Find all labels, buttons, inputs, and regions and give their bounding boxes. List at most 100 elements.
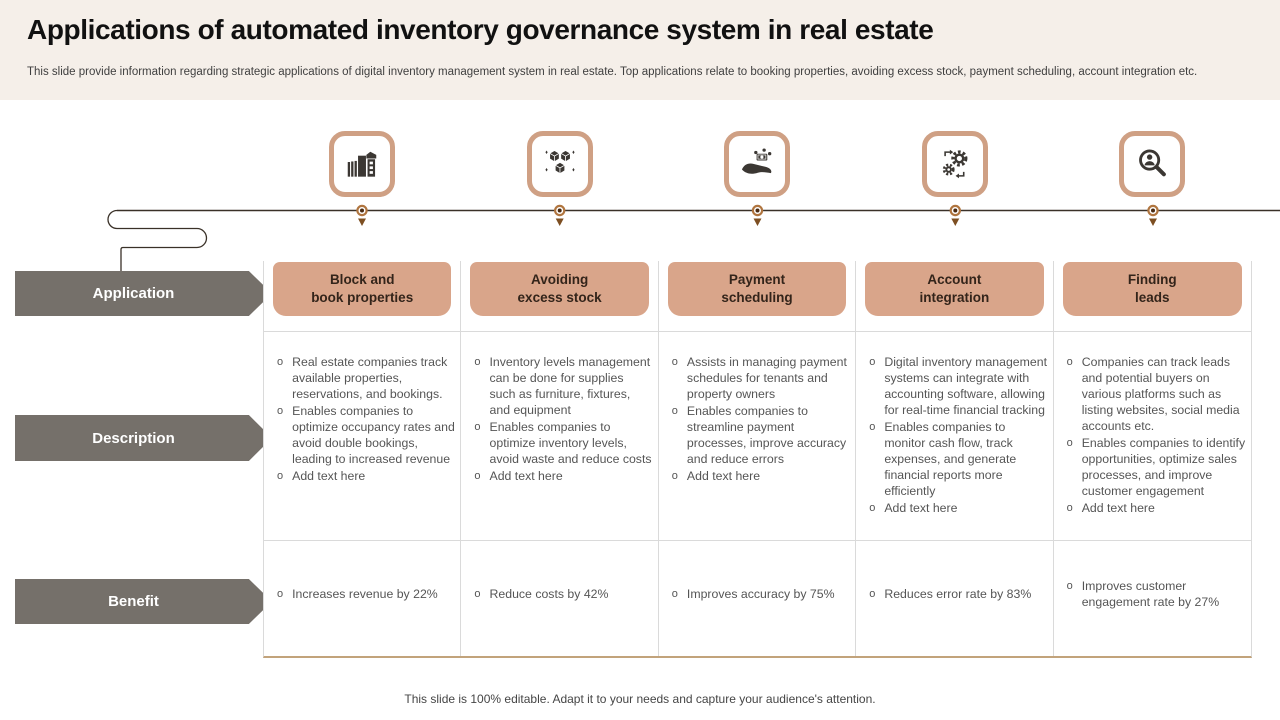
list-item: o Enables companies to identify opportuni… [1067, 436, 1246, 500]
add-text-placeholder[interactable]: Add text here [884, 500, 958, 515]
description-text: Inventory levels management can be done … [489, 355, 651, 417]
list-item: o Real estate companies track available p… [277, 355, 455, 403]
header-cell: Account integration [856, 261, 1054, 332]
page-subtitle: This slide provide information regarding… [27, 66, 1198, 78]
description-text: Enables companies to identify opportunit… [1081, 435, 1246, 498]
description-text: Enables companies to monitor cash flow, … [884, 419, 1017, 498]
list-item: o Enables companies to monitor cash flow,… [869, 420, 1047, 500]
bullet-icon: o [1066, 436, 1073, 449]
description-text: Assists in managing payment schedules fo… [686, 355, 847, 401]
description-text: Enables companies to optimize occupancy … [292, 403, 455, 466]
bullet-icon: o [277, 469, 284, 482]
applications-table: Block and book properties Avoiding exces… [263, 261, 1252, 658]
description-text: Digital inventory management systems can… [884, 355, 1047, 417]
list-item: o Inventory levels management can be done… [474, 355, 652, 419]
list-item-add-text[interactable]: o Add text here [1067, 501, 1246, 517]
row-label-benefit: Benefit [15, 579, 272, 624]
add-text-placeholder[interactable]: Add text here [1081, 500, 1155, 515]
icon-card-payment [724, 131, 790, 197]
bullet-icon: o [671, 356, 678, 368]
list-item: o Improves customer engagement rate by 27… [1067, 579, 1246, 611]
list-item: o Enables companies to optimize inventory… [474, 420, 652, 468]
icon-card-leads [1119, 131, 1185, 197]
column-header-block-book: Block and book properties [273, 262, 452, 316]
header-cell: Block and book properties [264, 261, 462, 332]
benefit-text: Reduce costs by 42% [489, 587, 609, 601]
search-person-icon [1139, 149, 1166, 177]
list-item-add-text[interactable]: o Add text here [277, 469, 455, 485]
list-item: o Companies can track leads and potential… [1067, 355, 1246, 435]
row-label-application: Application [15, 271, 272, 316]
list-item: o Assists in managing payment schedules f… [672, 355, 850, 403]
header-cell: Payment scheduling [658, 261, 857, 332]
header-cell: Avoiding excess stock [461, 261, 659, 332]
icon-card-stock [527, 131, 593, 197]
column-header-payment: Payment scheduling [667, 262, 847, 316]
description-text: Enables companies to optimize inventory … [489, 419, 652, 466]
benefit-cell: o Reduce costs by 42% [461, 541, 659, 656]
description-cell: o Real estate companies track available p… [264, 332, 462, 541]
benefit-text: Improves customer engagement rate by 27% [1081, 579, 1220, 609]
add-text-placeholder[interactable]: Add text here [489, 468, 563, 483]
bullet-icon: o [474, 356, 481, 368]
list-item: o Digital inventory management systems ca… [869, 355, 1047, 419]
list-item: o Enables companies to optimize occupancy… [277, 404, 455, 468]
timeline-marker [356, 204, 1159, 226]
list-item-add-text[interactable]: o Add text here [474, 469, 652, 485]
list-item: o Improves accuracy by 75% [672, 587, 835, 603]
list-item: o Reduces error rate by 83% [869, 587, 1031, 603]
bullet-icon: o [1066, 580, 1073, 593]
benefit-cell: o Improves customer engagement rate by 27… [1054, 541, 1251, 656]
description-cell: o Assists in managing payment schedules f… [658, 332, 857, 541]
icon-card-building [329, 131, 395, 197]
bullet-icon: o [869, 588, 876, 600]
list-item-add-text[interactable]: o Add text here [869, 501, 1047, 517]
bullet-icon: o [1066, 356, 1073, 368]
description-text: Real estate companies track available pr… [292, 355, 448, 401]
bullet-icon: o [277, 356, 284, 368]
benefit-text: Reduces error rate by 83% [884, 587, 1032, 601]
benefit-text: Improves accuracy by 75% [686, 587, 835, 601]
bullet-icon: o [474, 420, 481, 433]
hand-money-icon [741, 148, 772, 174]
bullet-icon: o [869, 501, 876, 514]
add-text-placeholder[interactable]: Add text here [686, 468, 761, 483]
benefit-cell: o Reduces error rate by 83% [856, 541, 1054, 656]
title-band [0, 0, 1280, 100]
page-title: Applications of automated inventory gove… [27, 14, 934, 45]
list-item-add-text[interactable]: o Add text here [672, 469, 850, 485]
icon-card-integration [922, 131, 988, 197]
bullet-icon: o [869, 420, 876, 433]
bullet-icon: o [474, 588, 481, 600]
column-header-account: Account integration [865, 262, 1044, 316]
bullet-icon: o [277, 588, 284, 600]
add-text-placeholder[interactable]: Add text here [292, 468, 366, 483]
benefit-text: Increases revenue by 22% [292, 587, 438, 601]
benefit-cell: o Increases revenue by 22% [264, 541, 462, 656]
bullet-icon: o [671, 469, 678, 482]
bullet-icon: o [277, 404, 284, 417]
bullet-icon: o [474, 469, 481, 482]
bullet-icon: o [1066, 501, 1073, 514]
header-cell: Finding leads [1053, 261, 1251, 332]
footer-note: This slide is 100% editable. Adapt it to… [404, 692, 876, 706]
column-header-excess-stock: Avoiding excess stock [470, 262, 649, 316]
benefit-cell: o Improves accuracy by 75% [659, 541, 857, 656]
column-header-leads: Finding leads [1062, 262, 1242, 316]
cubes-icon [545, 150, 575, 175]
list-item: o Reduce costs by 42% [474, 587, 608, 603]
description-text: Companies can track leads and potential … [1081, 355, 1240, 433]
building-icon [347, 151, 377, 177]
description-cell: o Digital inventory management systems ca… [856, 332, 1054, 541]
description-cell: o Companies can track leads and potential… [1053, 332, 1251, 541]
list-item: o Increases revenue by 22% [277, 587, 438, 603]
description-text: Enables companies to streamline payment … [686, 403, 847, 466]
bullet-icon: o [671, 404, 678, 417]
row-label-description: Description [15, 415, 272, 461]
bullet-icon: o [671, 588, 678, 600]
bullet-icon: o [869, 356, 876, 368]
description-cell: o Inventory levels management can be done… [461, 332, 659, 541]
list-item: o Enables companies to streamline payment… [672, 404, 850, 468]
gears-sync-icon [942, 149, 968, 179]
